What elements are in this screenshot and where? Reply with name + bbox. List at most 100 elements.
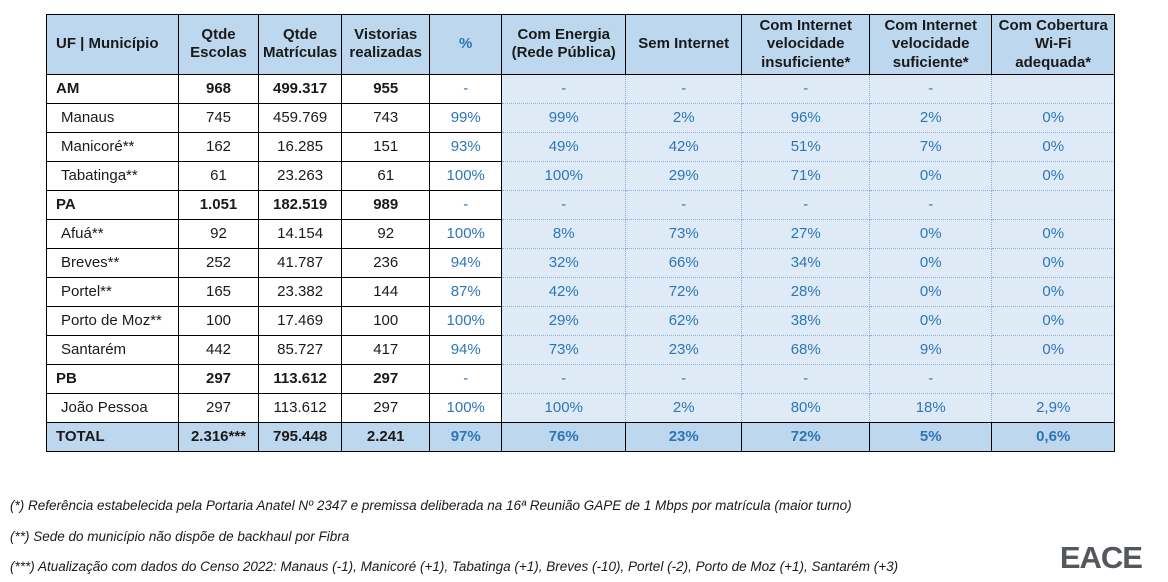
table-cell: - bbox=[501, 189, 627, 220]
table-cell: 49% bbox=[501, 131, 627, 162]
table-cell: 80% bbox=[741, 392, 871, 423]
table-cell: 61 bbox=[178, 160, 259, 191]
table-cell: - bbox=[625, 363, 743, 394]
table-row: PA 1.051 182.519 989- - - - - bbox=[46, 189, 1116, 220]
table-cell: 71% bbox=[741, 160, 871, 191]
table-cell: 2,9% bbox=[991, 392, 1116, 423]
table-cell: 297 bbox=[178, 392, 259, 423]
table-cell: Portel** bbox=[46, 276, 179, 307]
header-row: UF | Município Qtde Escolas Qtde Matrícu… bbox=[46, 14, 1116, 75]
column-header: Com Energia (Rede Pública) bbox=[501, 14, 627, 75]
table-cell: Breves** bbox=[46, 247, 179, 278]
table-cell: 99% bbox=[429, 102, 503, 133]
table-cell: 94% bbox=[429, 334, 503, 365]
table-cell: 100% bbox=[501, 392, 627, 423]
table-cell: 66% bbox=[625, 247, 743, 278]
table-cell: 32% bbox=[501, 247, 627, 278]
table-cell: 100% bbox=[429, 392, 503, 423]
table-cell: - bbox=[741, 363, 871, 394]
table-cell: 61 bbox=[341, 160, 431, 191]
table-cell: 442 bbox=[178, 334, 259, 365]
table-cell: - bbox=[741, 73, 871, 104]
table-cell: 0% bbox=[991, 131, 1116, 162]
table-cell: 989 bbox=[341, 189, 431, 220]
table-cell: 94% bbox=[429, 247, 503, 278]
table-row: Breves** 252 41.787 236 94% 32% 66% 34% 0% 0% bbox=[46, 247, 1116, 278]
table-cell: 85.727 bbox=[257, 334, 343, 365]
table-cell: 0% bbox=[869, 160, 993, 191]
footnote: (*) Referência estabelecida pela Portari… bbox=[10, 498, 852, 513]
table-cell: 5% bbox=[869, 421, 993, 452]
table-row: Afuá** 92 14.154 92 100% 8% 73% 27% 0% 0% bbox=[46, 218, 1116, 249]
table-row: Manicoré** 162 16.285 151 93% 49% 42% 51% 7% 0% bbox=[46, 131, 1116, 162]
table-cell: 459.769 bbox=[257, 102, 343, 133]
table-cell: 41.787 bbox=[257, 247, 343, 278]
table-cell: 144 bbox=[341, 276, 431, 307]
table-cell: - bbox=[869, 73, 993, 104]
table-cell: 252 bbox=[178, 247, 259, 278]
table-cell: 151 bbox=[341, 131, 431, 162]
column-header: Com Internet velocidade suficiente* bbox=[869, 14, 993, 75]
table-cell: 113.612 bbox=[257, 363, 343, 394]
table-cell: 17.469 bbox=[257, 305, 343, 336]
table-cell: 62% bbox=[625, 305, 743, 336]
table-cell: 0% bbox=[991, 218, 1116, 249]
table-cell: 113.612 bbox=[257, 392, 343, 423]
footnote: (**) Sede do município não dispõe de bac… bbox=[10, 528, 350, 544]
table-cell: 92 bbox=[341, 218, 431, 249]
column-header: Sem Internet bbox=[625, 14, 743, 75]
table-cell: Manaus bbox=[46, 102, 179, 133]
table-cell: 72% bbox=[741, 421, 871, 452]
table-cell: 42% bbox=[625, 131, 743, 162]
table-cell: 92 bbox=[178, 218, 259, 249]
table-cell: TOTAL bbox=[46, 421, 179, 452]
table-cell: 2% bbox=[869, 102, 993, 133]
table-cell: 297 bbox=[341, 363, 431, 394]
table-cell: 100% bbox=[429, 160, 503, 191]
table-cell: João Pessoa bbox=[46, 392, 179, 423]
table-cell: 97% bbox=[429, 421, 503, 452]
table-row: PB 297 113.612 297- - - - - bbox=[46, 363, 1116, 394]
table-cell: Tabatinga** bbox=[46, 160, 179, 191]
table-cell: 29% bbox=[501, 305, 627, 336]
column-header: Qtde Matrículas bbox=[257, 14, 343, 75]
table-cell: - bbox=[429, 189, 503, 220]
table-cell: 0% bbox=[991, 276, 1116, 307]
table-cell: 165 bbox=[178, 276, 259, 307]
table-cell: 297 bbox=[178, 363, 259, 394]
table-cell: 0% bbox=[869, 305, 993, 336]
table-cell: 2.316*** bbox=[178, 421, 259, 452]
table-cell: 28% bbox=[741, 276, 871, 307]
data-table: UF | Município Qtde Escolas Qtde Matrícu… bbox=[46, 14, 1116, 452]
table-cell: 100 bbox=[178, 305, 259, 336]
table-row: Porto de Moz** 100 17.469 100 100% 29% 62% 38% 0… bbox=[46, 305, 1116, 336]
table-cell: 16.285 bbox=[257, 131, 343, 162]
table-cell: - bbox=[501, 363, 627, 394]
table-cell: 0% bbox=[991, 305, 1116, 336]
table-cell: 42% bbox=[501, 276, 627, 307]
column-header: Com Cobertura Wi-Fi adequada* bbox=[991, 14, 1116, 75]
column-header: UF | Município bbox=[46, 14, 179, 75]
table-cell: 743 bbox=[341, 102, 431, 133]
table-cell: 0% bbox=[869, 247, 993, 278]
table-cell: 87% bbox=[429, 276, 503, 307]
column-header: Vistorias realizadas bbox=[341, 14, 431, 75]
table-cell: 73% bbox=[625, 218, 743, 249]
table-cell: 76% bbox=[501, 421, 627, 452]
table-cell: 0% bbox=[991, 334, 1116, 365]
table-cell: Afuá** bbox=[46, 218, 179, 249]
table-cell bbox=[991, 189, 1116, 220]
table-cell: 417 bbox=[341, 334, 431, 365]
table-cell: 23% bbox=[625, 334, 743, 365]
table-cell: 93% bbox=[429, 131, 503, 162]
table-cell: AM bbox=[46, 73, 179, 104]
table-cell: 51% bbox=[741, 131, 871, 162]
table-cell: - bbox=[625, 189, 743, 220]
table-body: AM 968 499.317 955- - - - - Manaus 745 459.769 743 9… bbox=[46, 73, 1116, 452]
table-row: TOTAL 2.316*** 795.448 2.241 97% 76% 23% 72% 5% 0… bbox=[46, 421, 1116, 452]
table-cell: 0,6% bbox=[991, 421, 1116, 452]
column-header: Qtde Escolas bbox=[178, 14, 259, 75]
table-cell: 968 bbox=[178, 73, 259, 104]
table-cell: 955 bbox=[341, 73, 431, 104]
table-row: Manaus 745 459.769 743 99% 99% 2% 96% 2% 0% bbox=[46, 102, 1116, 133]
